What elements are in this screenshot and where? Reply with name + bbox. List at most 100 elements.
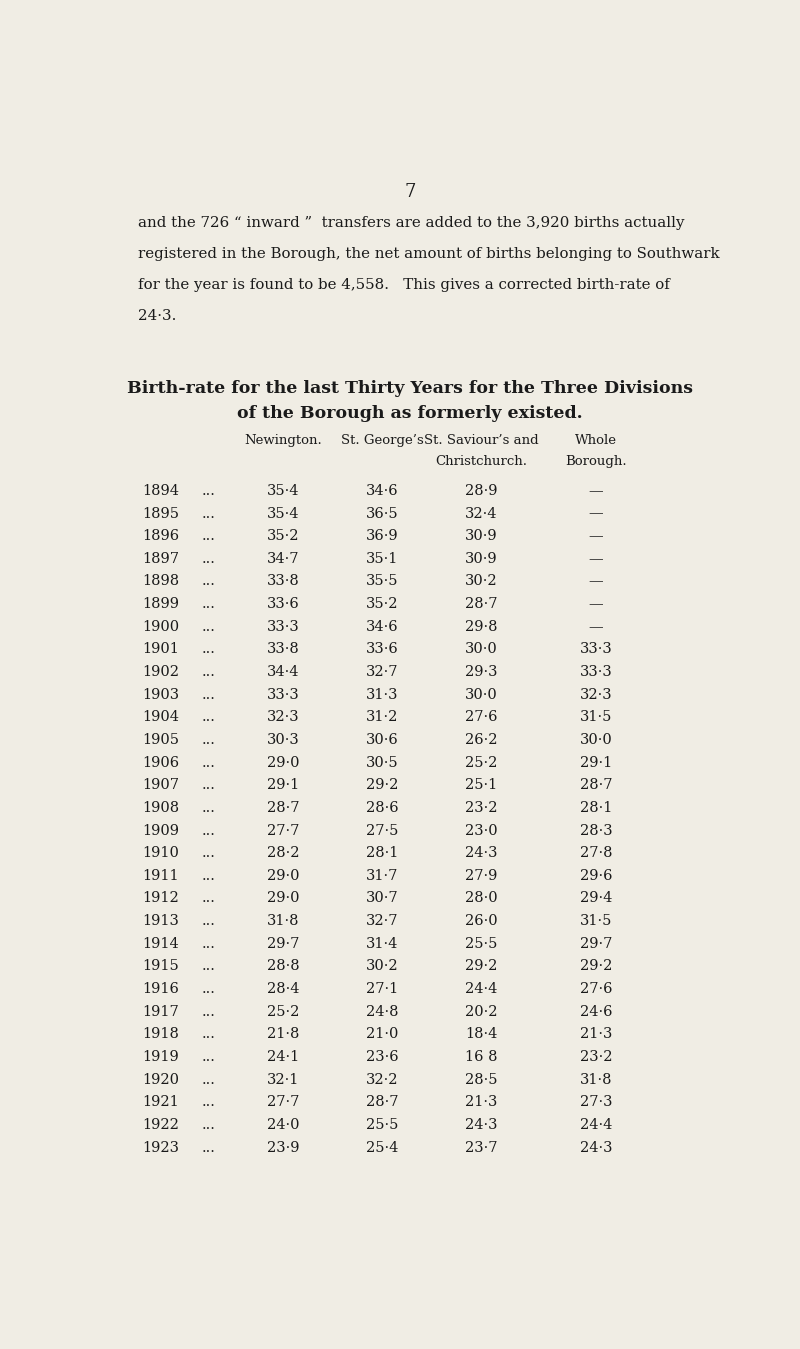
Text: 24·1: 24·1 [266,1050,299,1064]
Text: 32·7: 32·7 [366,915,398,928]
Text: 33·3: 33·3 [580,642,612,657]
Text: 29·7: 29·7 [580,936,612,951]
Text: ...: ... [202,642,215,657]
Text: 1917: 1917 [142,1005,179,1018]
Text: ...: ... [202,892,215,905]
Text: 28·1: 28·1 [580,801,612,815]
Text: 1921: 1921 [142,1095,179,1109]
Text: 28·7: 28·7 [465,598,498,611]
Text: 34·6: 34·6 [366,619,398,634]
Text: 1923: 1923 [142,1140,179,1155]
Text: 29·0: 29·0 [266,755,299,770]
Text: 30·2: 30·2 [465,575,498,588]
Text: 1922: 1922 [142,1118,179,1132]
Text: 28·7: 28·7 [580,778,612,792]
Text: ...: ... [202,1050,215,1064]
Text: 31·8: 31·8 [580,1072,612,1087]
Text: ...: ... [202,778,215,792]
Text: 25·2: 25·2 [266,1005,299,1018]
Text: 27·8: 27·8 [580,846,612,861]
Text: ...: ... [202,869,215,882]
Text: 36·5: 36·5 [366,506,398,521]
Text: 30·0: 30·0 [465,642,498,657]
Text: 32·3: 32·3 [580,688,612,701]
Text: 24·3: 24·3 [465,1118,498,1132]
Text: ...: ... [202,598,215,611]
Text: ...: ... [202,959,215,974]
Text: 25·2: 25·2 [465,755,498,770]
Text: 25·1: 25·1 [465,778,498,792]
Text: 1915: 1915 [142,959,179,974]
Text: 30·3: 30·3 [266,733,299,747]
Text: 27·1: 27·1 [366,982,398,996]
Text: 1911: 1911 [142,869,178,882]
Text: 21·0: 21·0 [366,1028,398,1041]
Text: 1910: 1910 [142,846,179,861]
Text: 23·2: 23·2 [465,801,498,815]
Text: 1906: 1906 [142,755,179,770]
Text: 23·0: 23·0 [465,823,498,838]
Text: St. George’s: St. George’s [341,434,423,447]
Text: ...: ... [202,755,215,770]
Text: 27·7: 27·7 [266,1095,299,1109]
Text: 30·5: 30·5 [366,755,398,770]
Text: 21·3: 21·3 [580,1028,612,1041]
Text: 18·4: 18·4 [465,1028,498,1041]
Text: 1913: 1913 [142,915,179,928]
Text: 1907: 1907 [142,778,179,792]
Text: 33·3: 33·3 [266,688,299,701]
Text: —: — [589,619,603,634]
Text: ...: ... [202,1140,215,1155]
Text: 1894: 1894 [142,484,179,498]
Text: 1903: 1903 [142,688,179,701]
Text: ...: ... [202,982,215,996]
Text: 31·5: 31·5 [580,915,612,928]
Text: registered in the Borough, the net amount of births belonging to Southwark: registered in the Borough, the net amoun… [138,247,720,262]
Text: 32·4: 32·4 [465,506,498,521]
Text: 25·5: 25·5 [366,1118,398,1132]
Text: 1898: 1898 [142,575,179,588]
Text: ...: ... [202,688,215,701]
Text: 35·4: 35·4 [266,506,299,521]
Text: 25·5: 25·5 [465,936,498,951]
Text: 34·4: 34·4 [266,665,299,679]
Text: 34·6: 34·6 [366,484,398,498]
Text: 1902: 1902 [142,665,179,679]
Text: 29·2: 29·2 [366,778,398,792]
Text: 20·2: 20·2 [465,1005,498,1018]
Text: 35·5: 35·5 [366,575,398,588]
Text: 29·0: 29·0 [266,869,299,882]
Text: 24·4: 24·4 [580,1118,612,1132]
Text: for the year is found to be 4,558.   This gives a corrected birth-rate of: for the year is found to be 4,558. This … [138,278,670,293]
Text: 32·7: 32·7 [366,665,398,679]
Text: 33·6: 33·6 [366,642,398,657]
Text: 33·3: 33·3 [580,665,612,679]
Text: and the 726 “ inward ”  transfers are added to the 3,920 births actually: and the 726 “ inward ” transfers are add… [138,216,685,229]
Text: 1918: 1918 [142,1028,179,1041]
Text: 34·7: 34·7 [266,552,299,565]
Text: 32·1: 32·1 [266,1072,299,1087]
Text: 31·3: 31·3 [366,688,398,701]
Text: 31·7: 31·7 [366,869,398,882]
Text: of the Borough as formerly existed.: of the Borough as formerly existed. [237,405,583,422]
Text: ...: ... [202,823,215,838]
Text: 32·2: 32·2 [366,1072,398,1087]
Text: ...: ... [202,1095,215,1109]
Text: 27·9: 27·9 [465,869,498,882]
Text: 1908: 1908 [142,801,179,815]
Text: 23·6: 23·6 [366,1050,398,1064]
Text: 1899: 1899 [142,598,179,611]
Text: ...: ... [202,1118,215,1132]
Text: ...: ... [202,665,215,679]
Text: 23·9: 23·9 [266,1140,299,1155]
Text: 28·5: 28·5 [465,1072,498,1087]
Text: 30·0: 30·0 [580,733,612,747]
Text: 25·4: 25·4 [366,1140,398,1155]
Text: 1919: 1919 [142,1050,179,1064]
Text: 29·8: 29·8 [465,619,498,634]
Text: 1916: 1916 [142,982,179,996]
Text: 30·6: 30·6 [366,733,398,747]
Text: Birth-rate for the last Thirty Years for the Three Divisions: Birth-rate for the last Thirty Years for… [127,380,693,397]
Text: 1896: 1896 [142,529,179,544]
Text: 31·5: 31·5 [580,711,612,724]
